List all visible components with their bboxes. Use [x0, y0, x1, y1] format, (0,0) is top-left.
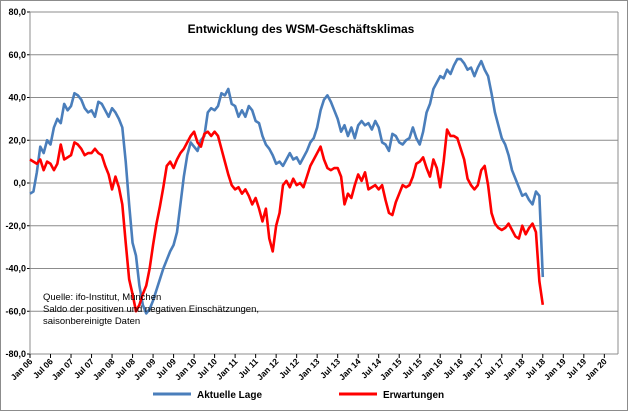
y-tick-label: 20,0 — [8, 135, 26, 145]
x-tick-label: Jan 13 — [296, 356, 322, 382]
source-line-1: Quelle: ifo-Institut, München — [43, 292, 161, 303]
x-tick-label: Jan 07 — [50, 356, 76, 382]
x-tick-label: Jan 10 — [173, 356, 199, 382]
legend-label-aktuelle-lage: Aktuelle Lage — [197, 390, 262, 401]
y-tick-label: 60,0 — [8, 50, 26, 60]
x-tick-label: Jan 16 — [419, 356, 445, 382]
y-axis: 80,0 60,0 40,0 20,0 0,0 -20,0 -40,0 -60,0 -80,0 — [5, 7, 619, 359]
series-group — [29, 57, 545, 315]
source-line-2: Saldo der positiven und negativen Einsch… — [43, 304, 259, 315]
x-tick-label: Jan 17 — [460, 356, 486, 382]
x-tick-label: Jan 18 — [501, 356, 527, 382]
x-tick-label: Jan 09 — [132, 356, 158, 382]
source-line-3: saisonbereinigte Daten — [43, 316, 140, 327]
y-tick-label: -40,0 — [5, 264, 26, 274]
x-tick-label: Jan 14 — [337, 356, 363, 382]
x-tick-label: Jan 12 — [255, 356, 281, 382]
x-tick-label: Jan 19 — [542, 356, 568, 382]
y-tick-label: -80,0 — [5, 349, 26, 359]
x-tick-label: Jan 15 — [378, 356, 404, 382]
x-tick-label: Jan 20 — [583, 356, 609, 382]
legend: Aktuelle Lage Erwartungen — [153, 390, 444, 401]
y-tick-label: 40,0 — [8, 93, 26, 103]
y-tick-label: -20,0 — [5, 221, 26, 231]
chart-title: Entwicklung des WSM-Geschäftsklimas — [188, 22, 415, 36]
legend-label-erwartungen: Erwartungen — [383, 390, 444, 401]
x-tick-label: Jan 06 — [9, 356, 35, 382]
x-tick-label: Jan 08 — [91, 356, 117, 382]
series-line-0 — [29, 57, 545, 315]
y-tick-label: 80,0 — [8, 7, 26, 17]
source-note: Quelle: ifo-Institut, München Saldo der … — [43, 292, 259, 327]
y-tick-label: -60,0 — [5, 306, 26, 316]
x-tick-label: Jan 11 — [214, 356, 240, 382]
y-tick-label: 0,0 — [13, 178, 26, 188]
series-line-1 — [29, 128, 545, 313]
